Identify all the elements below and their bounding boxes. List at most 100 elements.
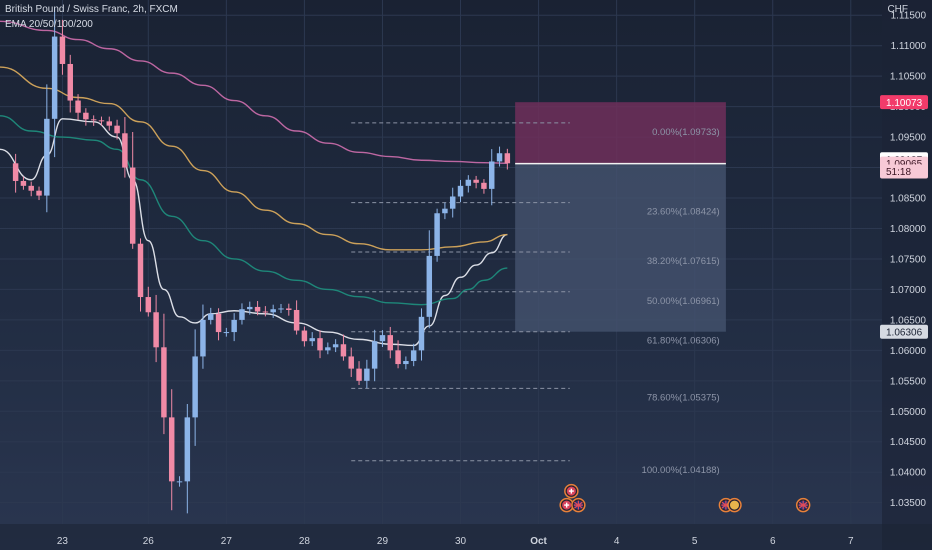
price-tick-15: 1.04000 [890,468,927,479]
candle-body-57 [457,185,464,197]
price-tick-0: 1.11500 [891,11,927,22]
event-marker-5[interactable] [795,497,811,513]
time-tick-7: 4 [614,536,620,547]
candle-body-48 [387,335,393,351]
event-marker-2[interactable] [571,497,586,513]
price-tick-12: 1.05500 [890,376,927,387]
fib-label-6: 100.00%(1.04188) [642,465,720,476]
time-tick-2: 27 [221,536,233,547]
price-label-bg-0 [880,95,928,110]
candle-body-41 [332,344,339,348]
price-label-3: 51:18 [880,164,928,179]
event-marker-1[interactable] [559,497,574,513]
price-tick-13: 1.05000 [890,407,927,418]
stop-loss-zone [515,102,726,164]
price-tick-16: 1.03500 [890,498,927,509]
candle-body-56 [449,196,456,209]
price-label-0: 1.10073 [880,95,928,110]
candle-body-59 [473,179,479,183]
time-tick-6: Oct [530,536,547,547]
candle-body-52 [418,316,425,351]
price-tick-14: 1.04500 [890,437,927,448]
price-label-4: 1.06306 [880,324,928,339]
price-tick-8: 1.07500 [890,254,927,265]
candle-body-36 [293,309,300,331]
price-tick-7: 1.08000 [890,224,927,235]
candle-body-35 [286,308,292,310]
price-label-bg-3 [880,164,928,179]
candle-body-7 [67,63,73,101]
candle-body-47 [379,335,386,342]
candle-body-34 [278,308,284,310]
candle-body-1 [20,180,27,186]
event-marker-0[interactable] [564,483,579,499]
time-tick-1: 26 [143,536,155,547]
candle-body-6 [59,36,66,64]
price-axis[interactable]: 1.115001.110001.105001.100001.095001.090… [880,0,932,550]
candle-body-42 [340,344,347,357]
short-position-tool[interactable] [515,102,726,332]
candle-body-4 [44,118,50,196]
candle-body-2 [28,185,34,191]
candles [12,7,511,514]
fib-label-0: 0.00%(1.09733) [652,127,720,138]
event-marker-4[interactable] [727,497,742,513]
candle-body-3 [36,190,42,196]
candle-body-54 [434,213,440,256]
candle-body-31 [254,306,261,312]
candle-body-32 [262,311,269,313]
indicator-legend[interactable]: EMA 20/50/100/200 [5,19,93,30]
price-label-bg-4 [880,324,928,339]
price-tick-6: 1.08500 [890,194,927,205]
price-label-text-0: 1.10073 [886,98,923,109]
candle-body-62 [496,153,503,162]
candle-body-26 [215,313,222,333]
candle-body-29 [239,309,245,320]
candle-body-17 [145,297,152,313]
candle-body-39 [317,338,323,351]
candle-body-44 [356,368,362,381]
candle-body-27 [223,332,230,334]
candle-body-28 [231,319,237,333]
candle-body-16 [137,243,144,298]
time-axis[interactable]: 23 26 27 28 29 30 Oct 4 5 6 7 [0,524,932,550]
candle-body-11 [98,120,105,122]
time-tick-5: 30 [455,536,467,547]
symbol-title[interactable]: British Pound / Swiss Franc, 2h, FXCM [5,4,178,15]
candle-body-45 [364,368,370,381]
event-plus-icon-1 [564,502,570,508]
event-orb-icon-4 [729,500,739,510]
candle-body-21 [176,481,183,483]
candle-body-0 [12,163,19,181]
price-tick-4: 1.09500 [890,133,927,144]
candle-body-43 [348,356,354,369]
fibonacci-retracement[interactable]: 0.00%(1.09733) 23.60%(1.08424) 38.20%(1.07… [351,122,720,476]
candle-body-9 [83,112,89,120]
candle-body-15 [129,167,136,244]
fib-label-4: 61.80%(1.06306) [647,336,720,347]
uk-flag-icon-5 [798,500,808,510]
time-tick-3: 28 [299,536,311,547]
candle-body-49 [395,350,401,365]
event-markers[interactable] [559,483,811,513]
candle-body-63 [504,153,511,164]
candle-body-37 [301,330,308,342]
price-label-text-3: 51:18 [886,167,911,178]
candle-body-30 [247,306,253,310]
candle-body-33 [270,309,276,313]
candle-body-23 [192,356,198,418]
candle-body-38 [309,338,315,342]
candle-body-61 [489,161,495,189]
candle-body-55 [442,208,448,214]
take-profit-zone [515,163,726,332]
candle-body-13 [114,125,120,134]
candle-body-10 [90,119,97,121]
price-tick-1: 1.11000 [891,41,927,52]
candle-body-22 [184,417,191,482]
price-axis-bg [882,0,932,550]
price-tick-9: 1.07000 [890,285,927,296]
price-tick-10: 1.06500 [890,315,927,326]
time-tick-4: 29 [377,536,389,547]
